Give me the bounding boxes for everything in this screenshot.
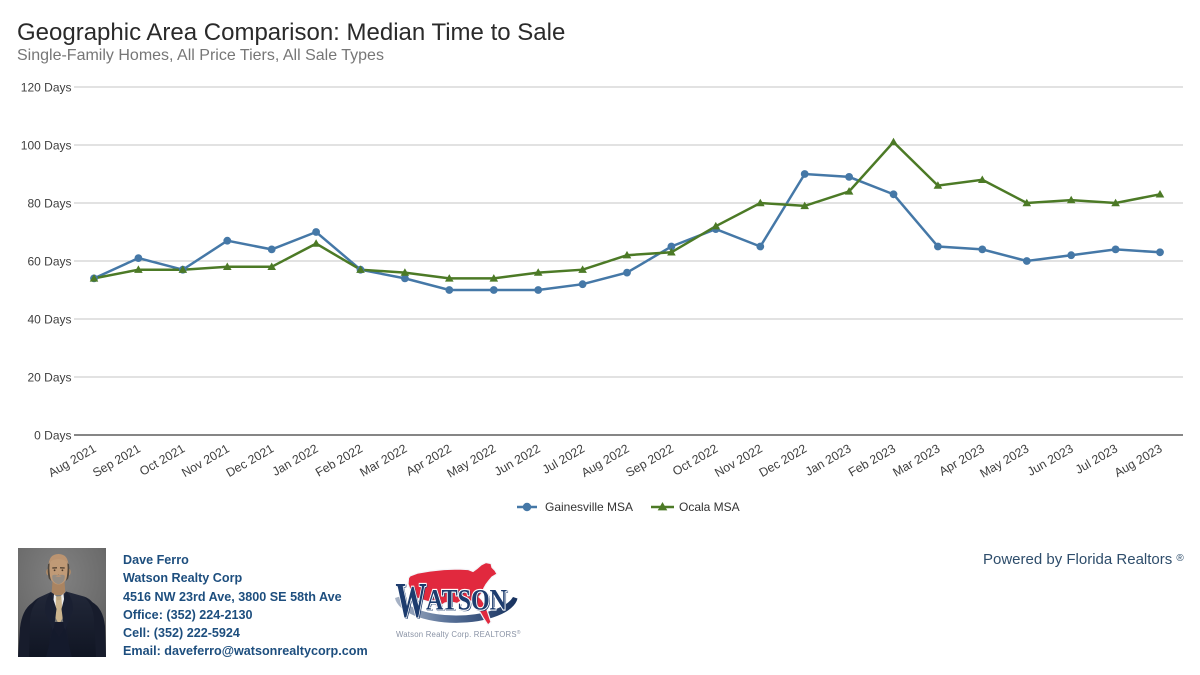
svg-text:20 Days: 20 Days: [27, 371, 71, 385]
svg-text:May 2023: May 2023: [978, 441, 1032, 480]
svg-text:Nov 2021: Nov 2021: [179, 441, 232, 480]
svg-text:80 Days: 80 Days: [27, 197, 71, 211]
svg-text:ATSON: ATSON: [427, 585, 508, 618]
svg-text:0 Days: 0 Days: [34, 429, 71, 443]
svg-text:Mar 2022: Mar 2022: [357, 441, 409, 479]
svg-text:Oct 2021: Oct 2021: [137, 441, 187, 478]
svg-text:Aug 2022: Aug 2022: [579, 441, 632, 480]
svg-text:Jun 2022: Jun 2022: [492, 441, 543, 479]
svg-text:Jun 2023: Jun 2023: [1025, 441, 1076, 479]
svg-text:Ocala MSA: Ocala MSA: [679, 500, 740, 514]
svg-text:W: W: [397, 573, 428, 628]
svg-text:40 Days: 40 Days: [27, 313, 71, 327]
svg-text:100 Days: 100 Days: [21, 139, 72, 153]
svg-text:Watson Realty Corp. REALTORS®: Watson Realty Corp. REALTORS®: [396, 629, 521, 639]
svg-text:Dec 2021: Dec 2021: [224, 441, 277, 480]
svg-text:Feb 2022: Feb 2022: [313, 441, 365, 479]
svg-text:Gainesville MSA: Gainesville MSA: [545, 500, 633, 514]
svg-text:May 2022: May 2022: [445, 441, 499, 480]
svg-text:Sep 2021: Sep 2021: [90, 441, 143, 480]
svg-text:ATSON: ATSON: [426, 584, 507, 617]
svg-text:Aug 2023: Aug 2023: [1112, 441, 1165, 480]
svg-text:W: W: [396, 572, 427, 627]
svg-text:Dec 2022: Dec 2022: [757, 441, 810, 480]
svg-text:Oct 2022: Oct 2022: [670, 441, 720, 478]
svg-text:Mar 2023: Mar 2023: [890, 441, 942, 479]
svg-text:Jan 2022: Jan 2022: [270, 441, 321, 479]
svg-text:60 Days: 60 Days: [27, 255, 71, 269]
svg-text:Nov 2022: Nov 2022: [712, 441, 765, 480]
svg-text:Feb 2023: Feb 2023: [846, 441, 898, 479]
svg-text:Jan 2023: Jan 2023: [803, 441, 854, 479]
svg-text:Sep 2022: Sep 2022: [623, 441, 676, 480]
svg-text:120 Days: 120 Days: [21, 81, 72, 95]
svg-text:Aug 2021: Aug 2021: [46, 441, 99, 480]
